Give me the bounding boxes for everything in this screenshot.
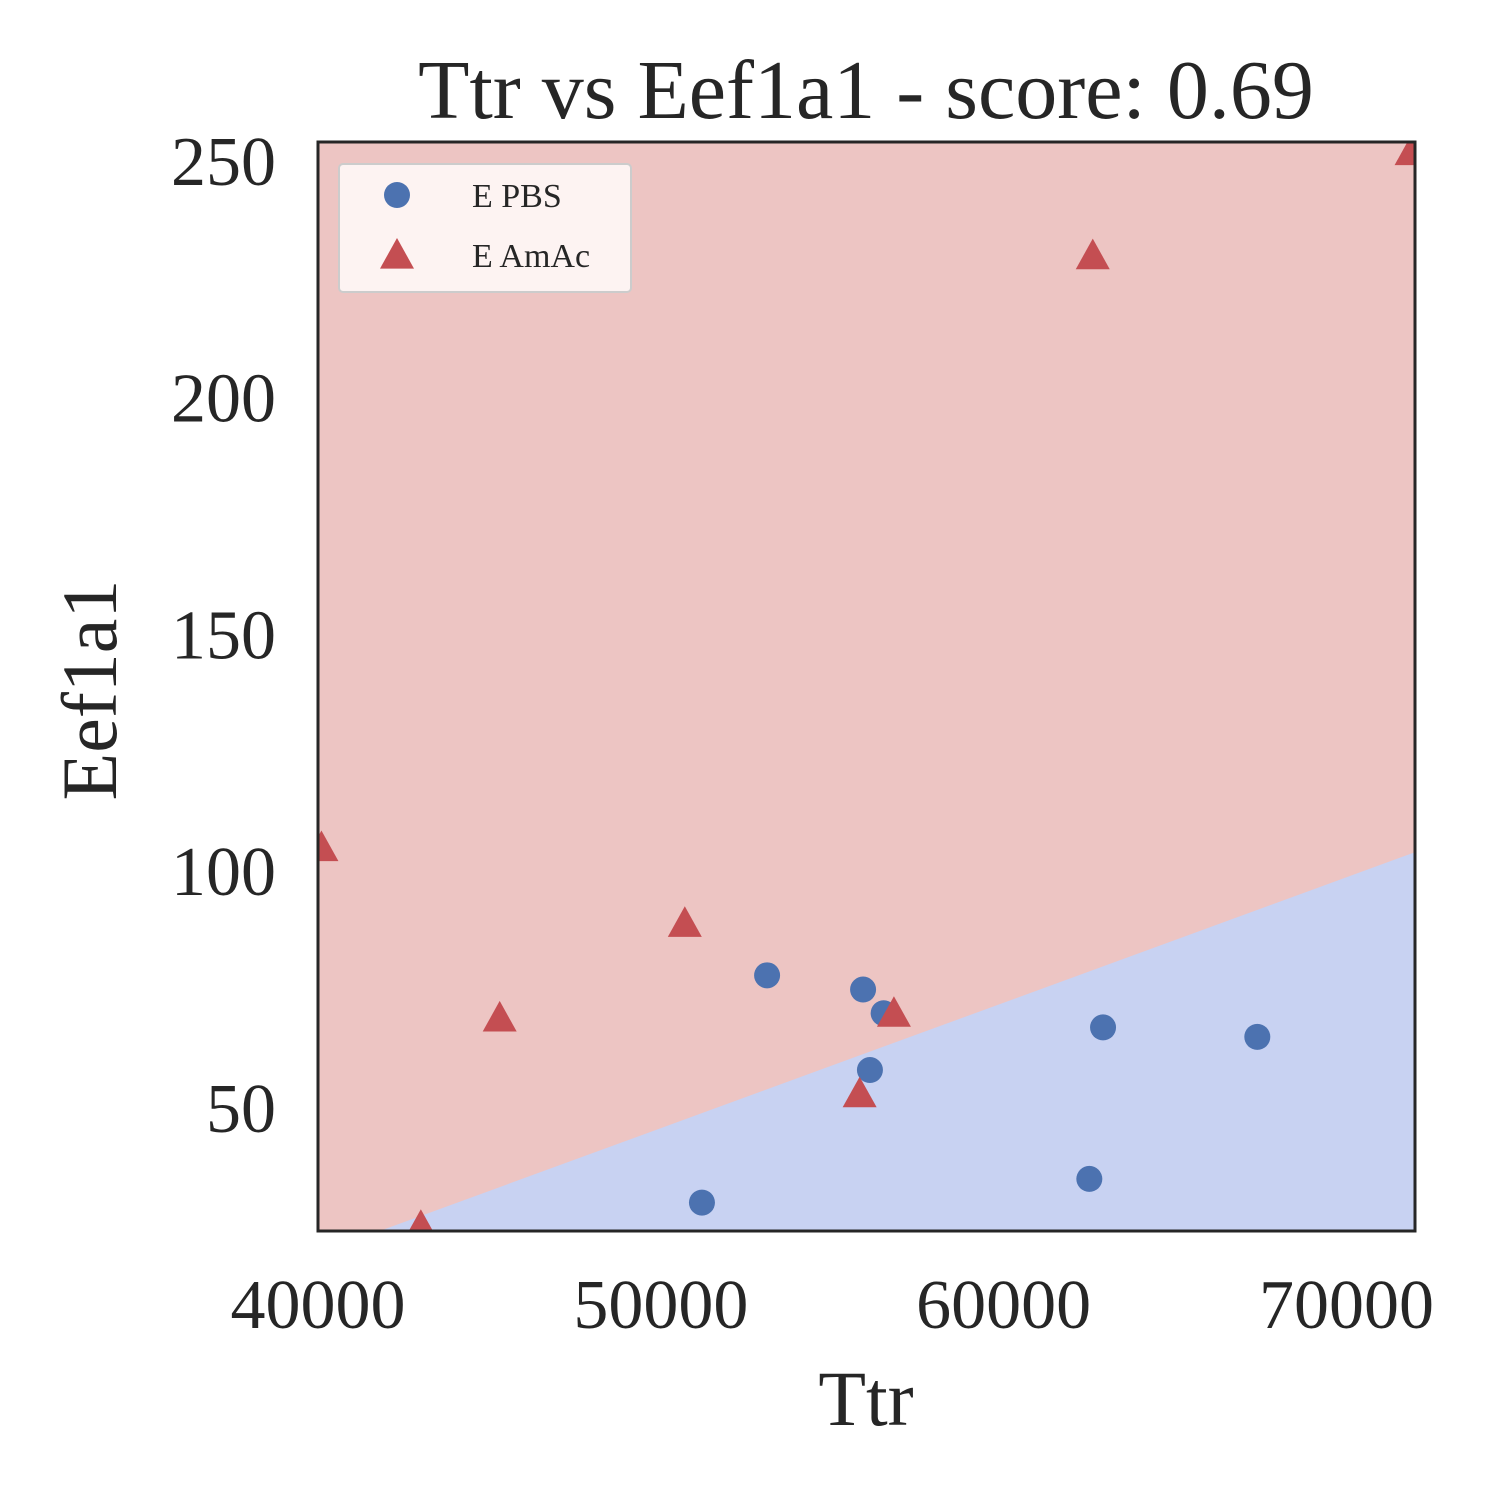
data-point-triangle: [482, 1000, 517, 1032]
data-point-triangle: [876, 996, 911, 1027]
plot-frame: [316, 140, 1417, 1233]
data-point-circle: [850, 976, 877, 1003]
chart-title: Ttr vs Eef1a1 - score: 0.69: [418, 44, 1314, 137]
data-point-circle: [1076, 1165, 1103, 1192]
legend-marker-circle: [384, 182, 410, 208]
x-axis-label: Ttr: [818, 1355, 913, 1442]
data-point-triangle: [408, 1209, 433, 1231]
data-point-triangle: [1075, 238, 1110, 270]
data-point-circle: [1244, 1023, 1271, 1050]
y-axis-ticks: 50 100 150 200 250: [171, 124, 276, 1148]
data-point-triangle: [318, 830, 339, 862]
x-tick-label: 40000: [231, 1267, 406, 1344]
data-point-circle: [754, 962, 781, 989]
data-point-triangle: [1394, 142, 1415, 166]
legend-box: [338, 163, 632, 293]
y-axis-label: Eef1a1: [46, 580, 133, 801]
legend: E PBS E AmAc: [338, 163, 632, 293]
y-tick-label: 150: [171, 597, 276, 674]
x-axis-ticks: 40000 50000 60000 70000: [231, 1267, 1434, 1344]
legend-marker-triangle: [380, 238, 414, 269]
data-points: [318, 142, 1415, 1231]
data-point-circle: [1090, 1014, 1117, 1041]
legend-label: E AmAc: [472, 238, 590, 275]
y-tick-label: 200: [171, 361, 276, 438]
y-tick-label: 250: [171, 124, 276, 201]
data-point-triangle: [842, 1076, 877, 1108]
plot-area: [318, 142, 1415, 1231]
series-e-amac: [318, 142, 1415, 1231]
x-tick-label: 50000: [573, 1267, 748, 1344]
x-tick-label: 70000: [1259, 1267, 1434, 1344]
y-tick-label: 100: [171, 834, 276, 911]
data-point-triangle: [667, 906, 702, 937]
data-point-circle: [688, 1189, 715, 1216]
legend-label: E PBS: [472, 178, 562, 215]
y-tick-label: 50: [206, 1071, 276, 1148]
data-point-circle: [856, 1057, 883, 1084]
x-tick-label: 60000: [916, 1267, 1091, 1344]
region-e-pbs: [379, 852, 1415, 1231]
